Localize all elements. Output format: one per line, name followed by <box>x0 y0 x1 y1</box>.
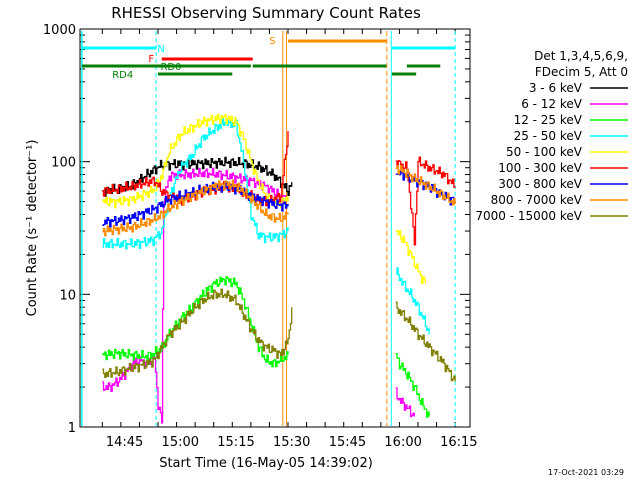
x-axis: 14:45 15:00 15:15 15:30 15:45 16:00 16:15 <box>101 29 478 450</box>
flag-label: F <box>148 54 154 65</box>
series-line <box>395 229 427 284</box>
y-axis: 1 10 100 1000 <box>43 23 470 436</box>
legend-label: 12 - 25 keV <box>514 113 583 127</box>
legend-label: 800 - 7000 keV <box>491 193 583 207</box>
x-tick-label: 15:00 <box>162 435 199 450</box>
series-line <box>395 267 430 335</box>
legend: Det 1,3,4,5,6,9, FDecim 5, Att 0 3 - 6 k… <box>475 49 628 223</box>
legend-header-1: Det 1,3,4,5,6,9, <box>534 49 628 63</box>
legend-label: 7000 - 15000 keV <box>475 209 582 223</box>
y-tick-label: 1000 <box>43 23 76 38</box>
series-line <box>395 352 430 418</box>
legend-label: 3 - 6 keV <box>529 81 583 95</box>
series-line <box>102 179 289 237</box>
legend-label: 100 - 300 keV <box>498 161 582 175</box>
flag-label: RD4 <box>112 70 133 81</box>
x-tick-label: 16:15 <box>440 435 477 450</box>
series-line <box>102 288 293 379</box>
series-line <box>102 117 289 250</box>
series-line <box>395 387 415 418</box>
series-line <box>395 156 456 246</box>
flag-label: RD0 <box>160 62 181 73</box>
legend-label: 6 - 12 keV <box>521 97 583 111</box>
x-tick-label: 15:15 <box>217 435 254 450</box>
flag-label: N <box>157 44 164 55</box>
x-tick-label: 15:30 <box>273 435 310 450</box>
flag-label: S <box>269 36 275 47</box>
legend-label: 25 - 50 keV <box>514 129 583 143</box>
y-tick-label: 100 <box>51 156 76 171</box>
y-axis-label: Count Rate (s⁻¹ detector⁻¹) <box>25 140 40 317</box>
series-line <box>102 156 293 197</box>
footer-date: 17-Oct-2021 03:29 <box>548 468 624 477</box>
x-tick-label: 14:45 <box>106 435 143 450</box>
y-tick-label: 10 <box>59 288 76 303</box>
x-axis-label: Start Time (16-May-05 14:39:02) <box>159 456 373 471</box>
legend-label: 300 - 800 keV <box>498 177 582 191</box>
series-lines <box>102 113 456 424</box>
series-line <box>395 301 456 382</box>
series-line <box>102 113 289 209</box>
plot-frame <box>79 28 471 428</box>
flag-bars: NF RD0 RD4 S <box>81 36 456 81</box>
x-tick-label: 15:45 <box>329 435 366 450</box>
series-line <box>102 167 289 424</box>
legend-header-2: FDecim 5, Att 0 <box>535 65 628 79</box>
series-line <box>395 164 456 206</box>
chart-title: RHESSI Observing Summary Count Rates <box>111 4 421 22</box>
series-line <box>102 131 289 207</box>
series-line <box>102 276 289 368</box>
legend-label: 50 - 100 keV <box>506 145 583 159</box>
x-tick-label: 16:00 <box>384 435 421 450</box>
y-tick-label: 1 <box>68 421 76 436</box>
